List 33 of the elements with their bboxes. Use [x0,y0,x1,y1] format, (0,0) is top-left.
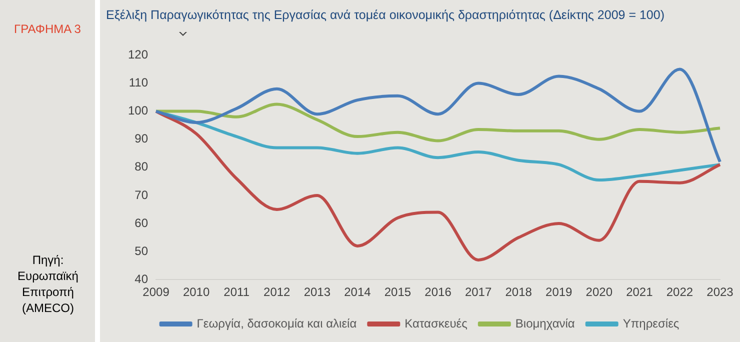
y-tick-label: 50 [134,244,148,258]
y-tick-label: 60 [134,216,148,230]
x-tick-label: 2009 [142,285,170,300]
x-tick-label: 2014 [344,285,372,300]
y-tick-label: 80 [134,160,148,174]
legend-label: Υπηρεσίες [622,316,680,330]
x-tick-label: 2021 [626,285,654,300]
text: Πηγή: Ευρωπαϊκή Επιτροπή (AMECO) [16,252,80,316]
x-tick-label: 2016 [424,285,452,300]
chart-title: Εξέλιξη Παραγωγικότητας της Εργασίας ανά τομέα οικονομικής δραστηριότητας (Δείκτης 2009 = 100) [106,8,666,22]
x-tick-label: 2020 [586,285,613,300]
line-series [154,68,722,164]
y-tick-label: 40 [134,272,148,286]
y-tick-label: 110 [128,76,148,90]
x-tick-label: 2013 [304,285,331,300]
x-tick-label: 2017 [464,285,492,300]
x-tick-label: 2019 [546,285,573,300]
y-tick-label: 120 [128,48,148,62]
text: ΓΡΑΦΗΜΑ 3 [13,22,82,36]
x-tick-label: 2015 [384,285,412,300]
x-tick-label: 2012 [264,285,291,300]
line-series [154,102,722,142]
legend-label: Κατασκευές [404,316,468,330]
y-tick-label: 90 [134,132,148,146]
x-tick-label: 2011 [224,285,250,300]
y-tick-label: 70 [134,188,148,202]
x-tick-label: 2022 [666,285,694,300]
x-tick-label: 2010 [182,285,210,300]
x-tick-label: 2023 [706,285,734,300]
x-tick-label: 2018 [505,285,532,300]
legend-label: Γεωργία, δασοκομία και αλιεία [196,316,357,330]
legend-label: Βιομηχανία [515,316,575,330]
y-tick-label: 100 [128,104,148,118]
